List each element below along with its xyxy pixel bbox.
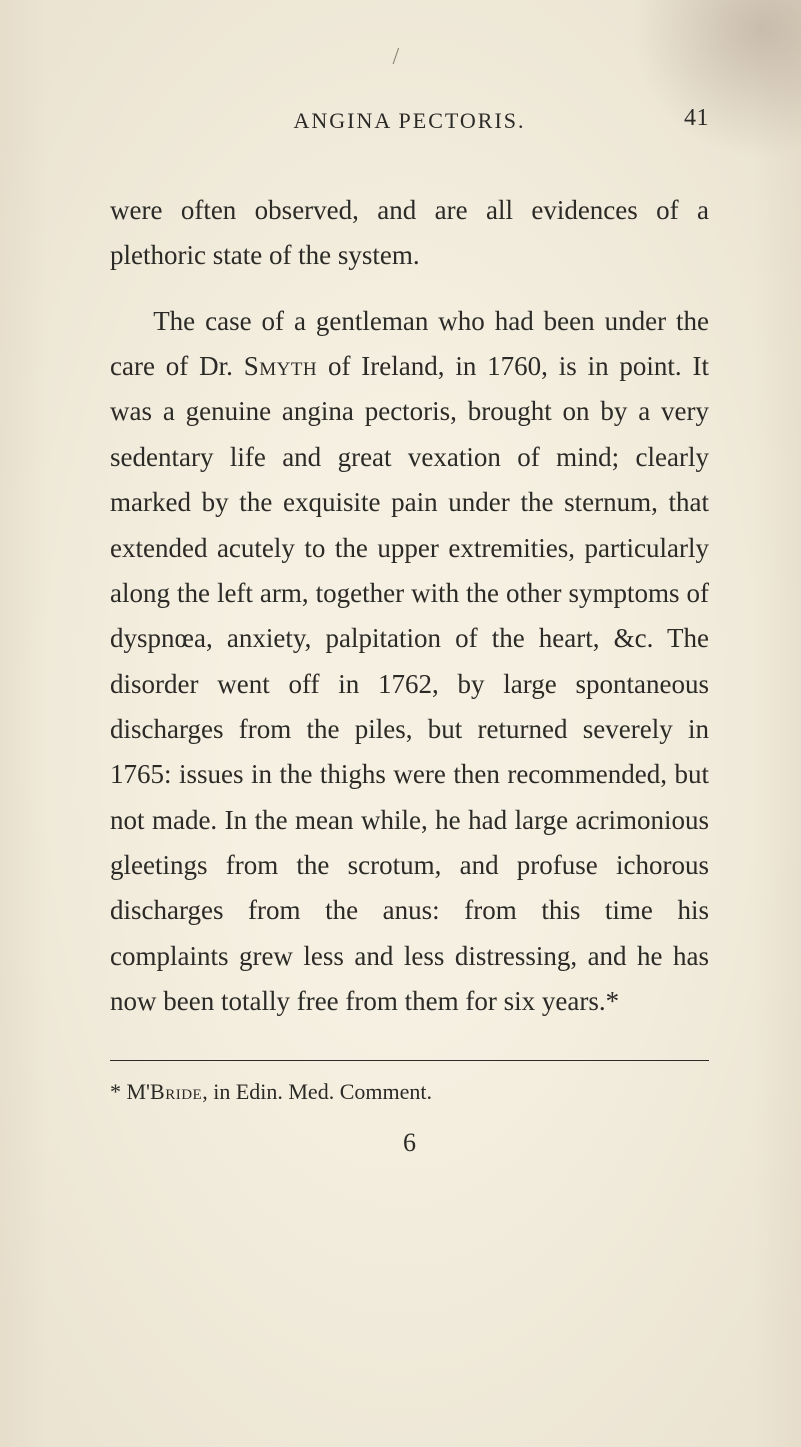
signature-mark: 6 bbox=[110, 1128, 709, 1158]
footnote-rule bbox=[110, 1060, 709, 1061]
body-text: were often observed, and are all evidenc… bbox=[110, 188, 709, 1024]
footnote-text-a: M' bbox=[121, 1079, 150, 1104]
paragraph-2: The case of a gentleman who had been und… bbox=[110, 299, 709, 1025]
running-title: ANGINA PECTORIS. bbox=[293, 108, 525, 134]
book-page: ANGINA PECTORIS. 41 were often observed,… bbox=[0, 0, 801, 1447]
page-number: 41 bbox=[684, 105, 709, 132]
name-smyth: Smyth bbox=[244, 351, 317, 381]
footnote-marker: * bbox=[110, 1079, 121, 1104]
running-head: ANGINA PECTORIS. 41 bbox=[110, 108, 709, 134]
footnote: * M'Bride, in Edin. Med. Comment. bbox=[110, 1075, 709, 1108]
footnote-name: Bride bbox=[150, 1079, 202, 1104]
paragraph-1: were often observed, and are all evidenc… bbox=[110, 188, 709, 279]
footnote-text-b: , in Edin. Med. Comment. bbox=[202, 1079, 432, 1104]
paragraph-2-part-b: of Ireland, in 1760, is in point. It was… bbox=[110, 351, 709, 1016]
